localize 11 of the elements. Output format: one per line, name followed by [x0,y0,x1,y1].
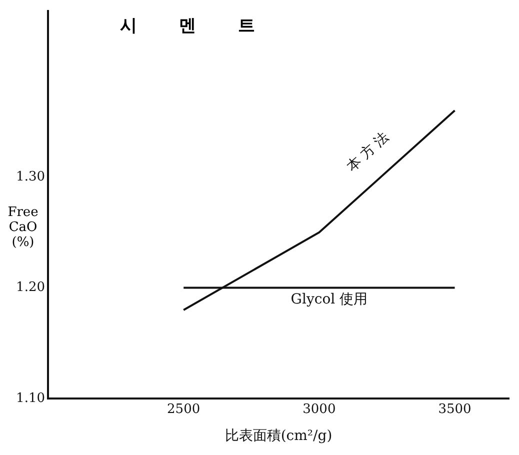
y-tick-label: 1.10 [16,390,45,406]
x-tick-label: 3000 [302,402,336,417]
x-tick-label: 3500 [438,402,472,417]
y-tick-label: 1.30 [16,169,45,184]
x-tick-label: 2500 [167,402,200,417]
series-label: Glycol 使用 [290,291,368,308]
x-axis-title: 比表面積(cm²/g) [224,428,332,444]
text: 本 方 法 [344,129,392,175]
y-tick-label: 1.20 [16,280,45,296]
chart-title: 시 멘 트 [120,15,273,37]
y-axis-title: Free CaO (%) [6,205,40,250]
